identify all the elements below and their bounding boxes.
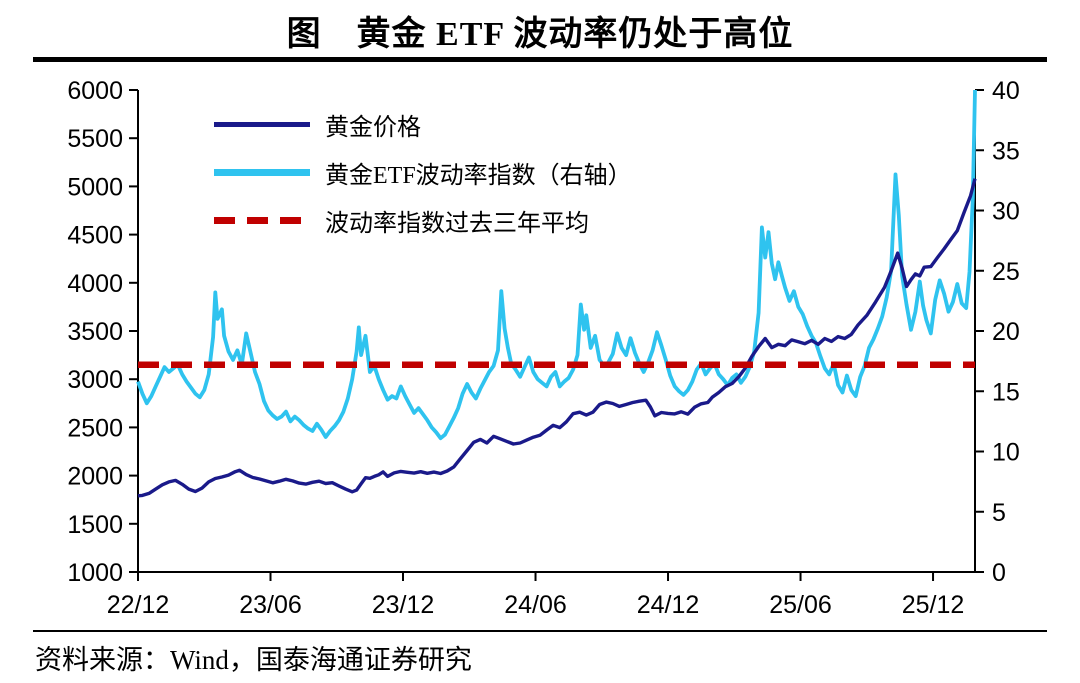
average-line-swatch	[214, 216, 301, 224]
x-axis-label: 22/12	[107, 591, 170, 619]
right-axis-label: 25	[992, 258, 1020, 286]
gold-price-line	[137, 178, 977, 498]
x-axis-label: 25/06	[769, 591, 832, 619]
legend-label-gold-price: 黄金价格	[325, 114, 421, 141]
left-axis-label: 5500	[67, 125, 123, 153]
right-axis-label: 40	[992, 77, 1020, 105]
legend-item-gold-price: 黄金价格	[214, 100, 632, 148]
x-axis-label: 23/06	[239, 591, 302, 619]
right-axis-label: 15	[992, 378, 1020, 406]
left-axis-label: 3500	[67, 318, 123, 346]
legend-label-average: 波动率指数过去三年平均	[325, 210, 589, 237]
volatility-line-swatch	[214, 168, 310, 176]
gold-price-line-swatch	[214, 121, 310, 127]
left-axis-label: 3000	[67, 366, 123, 394]
right-axis-label: 30	[992, 198, 1020, 226]
x-axis-label: 24/12	[637, 591, 700, 619]
volatility-chart: 1000 1500 2000 2500 3000 3500 4000 4500 5000 5500…	[67, 77, 1020, 619]
left-axis-label: 4500	[67, 222, 123, 250]
etf-volatility-line	[136, 89, 977, 441]
chart-legend: 黄金价格 黄金ETF波动率指数（右轴） 波动率指数过去三年平均	[214, 100, 632, 244]
right-axis-label: 10	[992, 439, 1020, 467]
source-divider	[33, 630, 1047, 632]
right-axis-label: 35	[992, 137, 1020, 165]
legend-item-volatility: 黄金ETF波动率指数（右轴）	[214, 148, 632, 196]
left-axis-label: 1000	[67, 559, 123, 587]
left-axis-label: 5000	[67, 173, 123, 201]
left-axis-label: 2500	[67, 414, 123, 442]
title-divider	[33, 57, 1047, 62]
x-axis-label: 24/06	[504, 591, 567, 619]
chart-title: 图 黄金 ETF 波动率仍处于高位	[286, 16, 794, 53]
x-axis-label: 25/12	[902, 591, 965, 619]
left-axis-label: 1500	[67, 511, 123, 539]
left-axis-label: 4000	[67, 270, 123, 298]
source-text: 资料来源：Wind，国泰海通证券研究	[35, 645, 472, 675]
legend-label-volatility: 黄金ETF波动率指数（右轴）	[325, 162, 632, 189]
right-axis-label: 20	[992, 318, 1020, 346]
legend-item-average: 波动率指数过去三年平均	[214, 196, 632, 244]
x-axis-label: 23/12	[372, 591, 435, 619]
right-axis-label: 5	[992, 499, 1006, 527]
left-axis-label: 2000	[67, 463, 123, 491]
left-axis-label: 6000	[67, 77, 123, 105]
right-axis-label: 0	[992, 559, 1006, 587]
